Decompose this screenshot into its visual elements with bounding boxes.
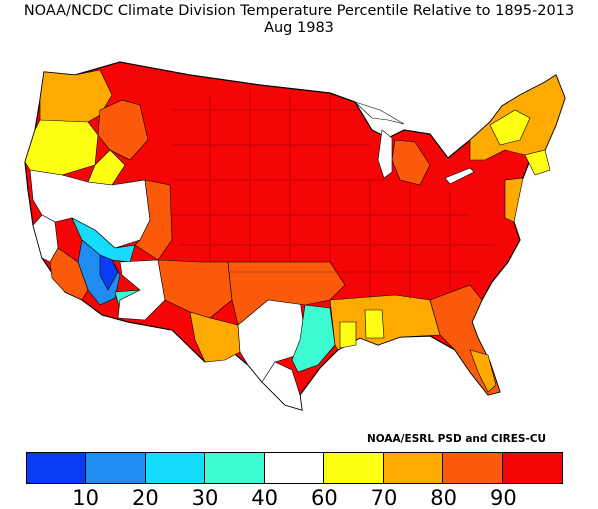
colorbar-swatch bbox=[27, 453, 87, 483]
map-title: NOAA/NCDC Climate Division Temperature P… bbox=[23, 3, 575, 19]
lake-erie bbox=[444, 167, 475, 185]
division-lines bbox=[172, 90, 495, 300]
region-la-yellow bbox=[339, 321, 357, 349]
colorbar-tick-label: 70 bbox=[370, 486, 398, 509]
colorbar-swatch bbox=[145, 453, 206, 483]
region-tx-east-aqua bbox=[291, 304, 336, 373]
region-fl-orange bbox=[469, 349, 497, 393]
map-subtitle: Aug 1983 bbox=[264, 20, 334, 36]
region-tx-south-white bbox=[261, 361, 303, 411]
colorbar-tick-label: 90 bbox=[489, 486, 517, 509]
region-idaho-orange bbox=[97, 99, 149, 161]
region-south-plains-orange bbox=[227, 261, 346, 326]
colorbar-tick-label: 40 bbox=[251, 486, 279, 509]
region-socal-orange bbox=[49, 247, 89, 301]
region-lake-michigan bbox=[377, 129, 393, 179]
colorbar-tick-label: 30 bbox=[191, 486, 219, 509]
colorbar bbox=[26, 452, 563, 484]
region-ms-yellow bbox=[364, 309, 385, 339]
colorbar-swatch bbox=[264, 453, 325, 483]
region-ne-coast-yellow bbox=[524, 149, 551, 176]
region-gulf-orange bbox=[329, 294, 441, 351]
region-ny-yellow bbox=[489, 109, 531, 146]
lake-superior bbox=[354, 101, 405, 125]
region-nw-orange bbox=[39, 69, 113, 131]
colorbar-tick-label: 10 bbox=[72, 486, 100, 509]
colorbar-swatch bbox=[86, 453, 146, 483]
colorbar-tick-label: 80 bbox=[430, 486, 458, 509]
region-oregon-yellow bbox=[24, 119, 99, 176]
colorbar-swatch bbox=[205, 453, 265, 483]
region-co-orange bbox=[134, 179, 173, 261]
region-nv-yellow bbox=[87, 149, 126, 186]
credit-text: NOAA/ESRL PSD and CIRES-CU bbox=[367, 433, 547, 445]
colorbar-swatch bbox=[502, 453, 562, 483]
region-nm-orange bbox=[157, 259, 233, 319]
colorbar-swatch bbox=[383, 453, 444, 483]
region-midatlantic-orange bbox=[504, 177, 524, 223]
colorbar-tick-label: 20 bbox=[131, 486, 159, 509]
colorbar-tick-label: 60 bbox=[310, 486, 338, 509]
colorbar-swatch bbox=[324, 453, 384, 483]
region-tx-west-orange bbox=[189, 311, 241, 363]
region-az-darkblue bbox=[99, 254, 119, 291]
colorbar-swatch bbox=[443, 453, 503, 483]
